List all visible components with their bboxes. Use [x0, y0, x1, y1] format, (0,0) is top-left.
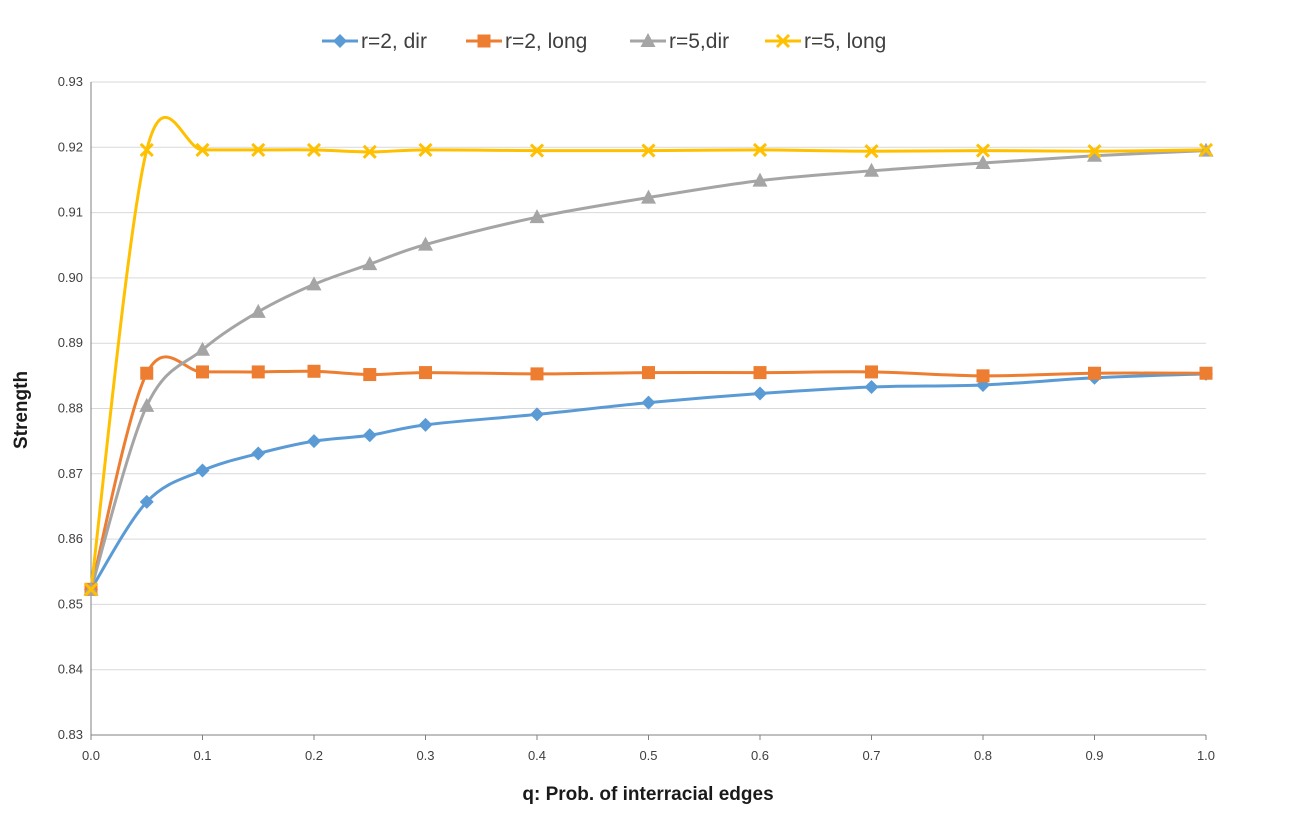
data-point-x [864, 144, 879, 159]
axes: 0.93 0.92 0.91 0.90 0.89 0.88 0.87 0.86 0.85 0.84… [58, 74, 1215, 763]
data-point-triangle [139, 397, 155, 412]
data-point-diamond [641, 395, 656, 410]
x-tick-label: 0.1 [193, 748, 211, 763]
y-tick-label: 0.85 [58, 596, 83, 611]
data-point-diamond [307, 434, 321, 449]
data-point-square [753, 366, 767, 380]
x-tick-label: 0.7 [862, 748, 880, 763]
x-axis-title: q: Prob. of interracial edges [522, 784, 773, 805]
series-line-4 [89, 115, 1208, 591]
x-tick-label: 0.4 [528, 748, 546, 763]
data-point-diamond [139, 494, 154, 509]
data-point-triangle [250, 303, 266, 318]
data-point-x [139, 142, 154, 157]
data-point-x [306, 142, 322, 157]
y-tick-label: 0.90 [58, 270, 83, 285]
data-point-square [865, 365, 878, 379]
data-point-x [529, 143, 545, 158]
data-point-triangle [195, 341, 210, 356]
data-point-square [363, 368, 377, 382]
x-tick-label: 0.9 [1085, 748, 1103, 763]
x-tick-label: 0.2 [305, 748, 323, 763]
data-point-triangle [864, 162, 879, 177]
data-point-square [1199, 366, 1213, 380]
legend: r=2, dir r=2, long r=5,dir r=5, long [322, 30, 886, 53]
data-point-diamond [195, 463, 210, 478]
data-point-triangle [306, 276, 322, 291]
data-point-square [1088, 366, 1101, 380]
y-axis-title: Strength [11, 371, 32, 449]
y-tick-label: 0.83 [58, 727, 83, 742]
data-point-diamond [251, 446, 266, 461]
data-point-x [251, 142, 266, 157]
data-point-square [251, 365, 265, 379]
data-point-diamond [864, 379, 879, 394]
data-point-diamond [753, 386, 767, 401]
data-point-x [641, 143, 656, 158]
y-tick-label: 0.91 [58, 205, 83, 220]
data-point-x [195, 142, 210, 157]
data-point-square [307, 364, 321, 378]
legend-label: r=2, long [505, 30, 587, 53]
y-tick-label: 0.88 [58, 401, 83, 416]
series-markers [83, 142, 1214, 597]
data-point-diamond [418, 417, 433, 432]
legend-label: r=5,dir [669, 30, 729, 53]
data-point-square [196, 365, 209, 379]
data-point-triangle [418, 236, 433, 251]
x-tick-label: 0.3 [416, 748, 434, 763]
y-tick-label: 0.87 [58, 466, 83, 481]
legend-label: r=5, long [804, 30, 886, 53]
data-point-triangle [1087, 147, 1102, 162]
data-point-x [975, 143, 991, 158]
data-point-triangle [752, 172, 768, 187]
legend-item-1: r=2, dir [322, 30, 427, 53]
y-tick-label: 0.86 [58, 531, 83, 546]
y-tick-label: 0.93 [58, 74, 83, 89]
legend-marker-triangle [640, 33, 656, 47]
y-tick-label: 0.92 [58, 139, 83, 154]
series-lines [89, 115, 1208, 591]
series-line-2 [89, 355, 1208, 591]
legend-item-2: r=2, long [466, 30, 587, 53]
legend-marker-diamond [333, 34, 347, 48]
x-tick-label: 0.5 [639, 748, 657, 763]
data-point-x [1087, 144, 1102, 159]
x-tick-label: 1.0 [1197, 748, 1215, 763]
legend-item-3: r=5,dir [630, 30, 729, 53]
data-point-x [362, 144, 377, 159]
data-point-x [418, 142, 433, 157]
data-point-x [83, 582, 99, 597]
data-point-triangle [975, 154, 991, 169]
x-tick-label: 0.6 [751, 748, 769, 763]
data-point-square [530, 367, 544, 381]
data-point-triangle [529, 209, 545, 224]
x-tick-label: 0.8 [974, 748, 992, 763]
y-tick-label: 0.84 [58, 662, 83, 677]
legend-item-4: r=5, long [765, 30, 886, 53]
x-tick-label: 0.0 [82, 748, 100, 763]
data-point-triangle [641, 189, 656, 204]
data-point-square [419, 366, 432, 380]
legend-marker-square [477, 34, 491, 48]
y-tick-label: 0.89 [58, 335, 83, 350]
data-point-x [1198, 142, 1214, 157]
data-point-square [976, 369, 990, 383]
data-point-diamond [530, 407, 544, 422]
data-point-x [752, 142, 768, 157]
data-point-triangle [362, 256, 378, 271]
data-point-diamond [362, 428, 377, 443]
data-point-square [642, 366, 655, 380]
legend-marker-x [775, 33, 791, 49]
data-point-square [140, 366, 154, 380]
legend-label: r=2, dir [361, 30, 427, 53]
